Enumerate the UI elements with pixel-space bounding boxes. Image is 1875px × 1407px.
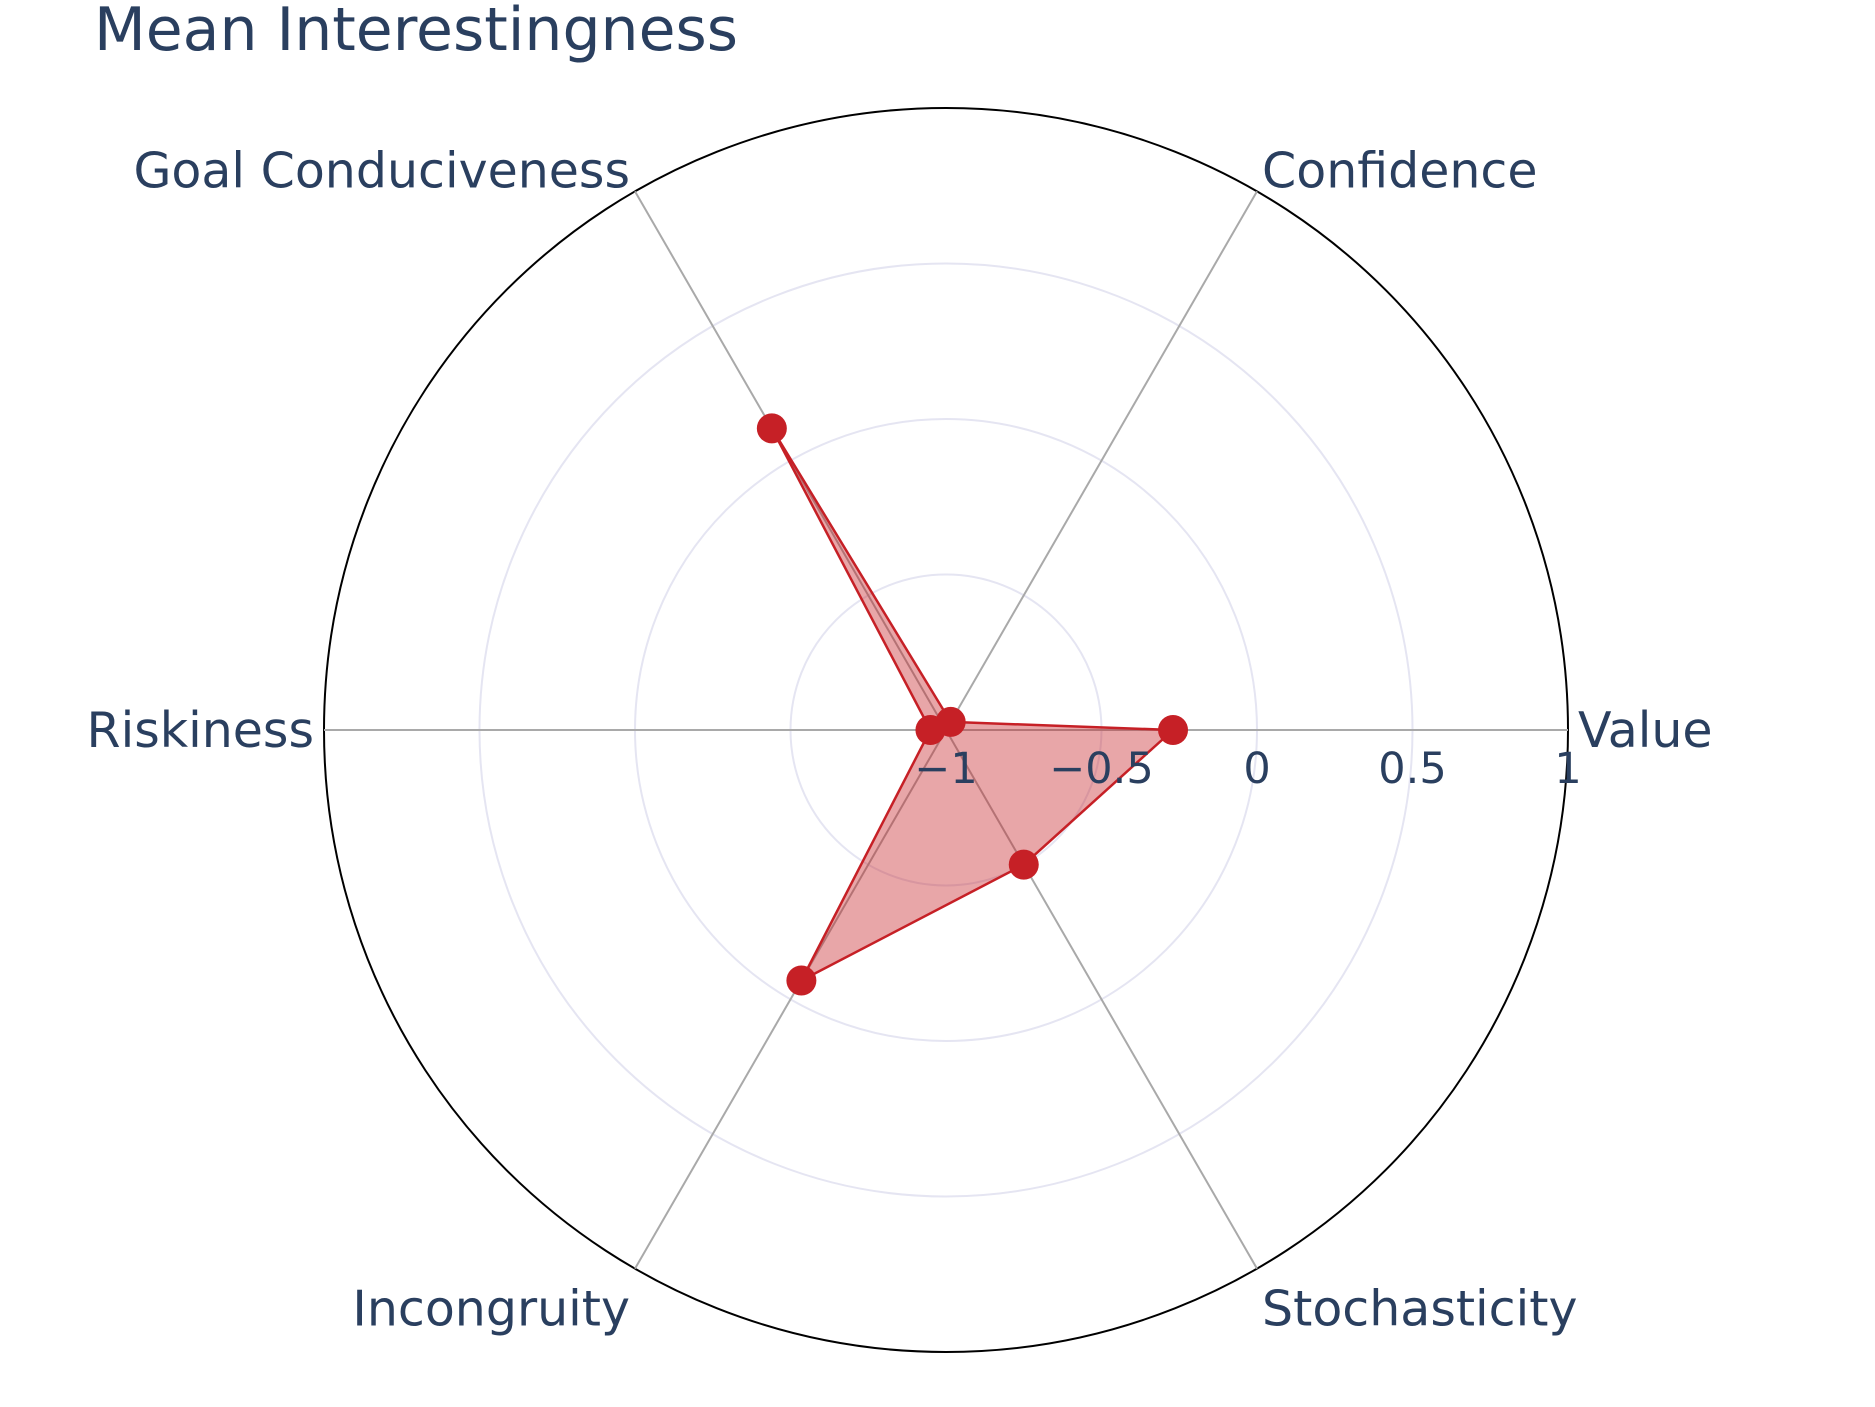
- data-point: [915, 715, 946, 745]
- series-area: [770, 427, 1175, 982]
- axis-labels: Value Confidence Goal Conduciveness Riskine…: [87, 143, 1713, 1338]
- spoke-line: [634, 729, 947, 1270]
- chart-title: Mean Interestingness: [94, 0, 738, 65]
- spoke-line: [945, 729, 1258, 1270]
- axis-label: Riskiness: [87, 702, 314, 759]
- radial-tick-label: 1: [1554, 744, 1581, 794]
- axis-label: Incongruity: [352, 1280, 630, 1337]
- data-point: [786, 965, 817, 996]
- axis-label: Stochasticity: [1262, 1280, 1577, 1337]
- radial-tick-label: 0: [1243, 744, 1270, 794]
- data-point: [1158, 715, 1189, 745]
- angular-spokes: [324, 190, 1568, 1270]
- series-layer: [756, 413, 1189, 996]
- radial-tick-labels: −1 −0.5 0 0.5 1: [914, 744, 1581, 794]
- axis-label: Value: [1578, 702, 1713, 759]
- data-point: [756, 413, 787, 444]
- data-point: [1008, 849, 1039, 880]
- axis-label: Confidence: [1262, 143, 1538, 200]
- radial-tick-label: 0.5: [1378, 744, 1446, 794]
- spoke-line: [945, 190, 1258, 731]
- axis-label: Goal Conduciveness: [133, 143, 630, 200]
- radial-tick-label: −1: [914, 744, 977, 794]
- radial-tick-label: −0.5: [1049, 744, 1153, 794]
